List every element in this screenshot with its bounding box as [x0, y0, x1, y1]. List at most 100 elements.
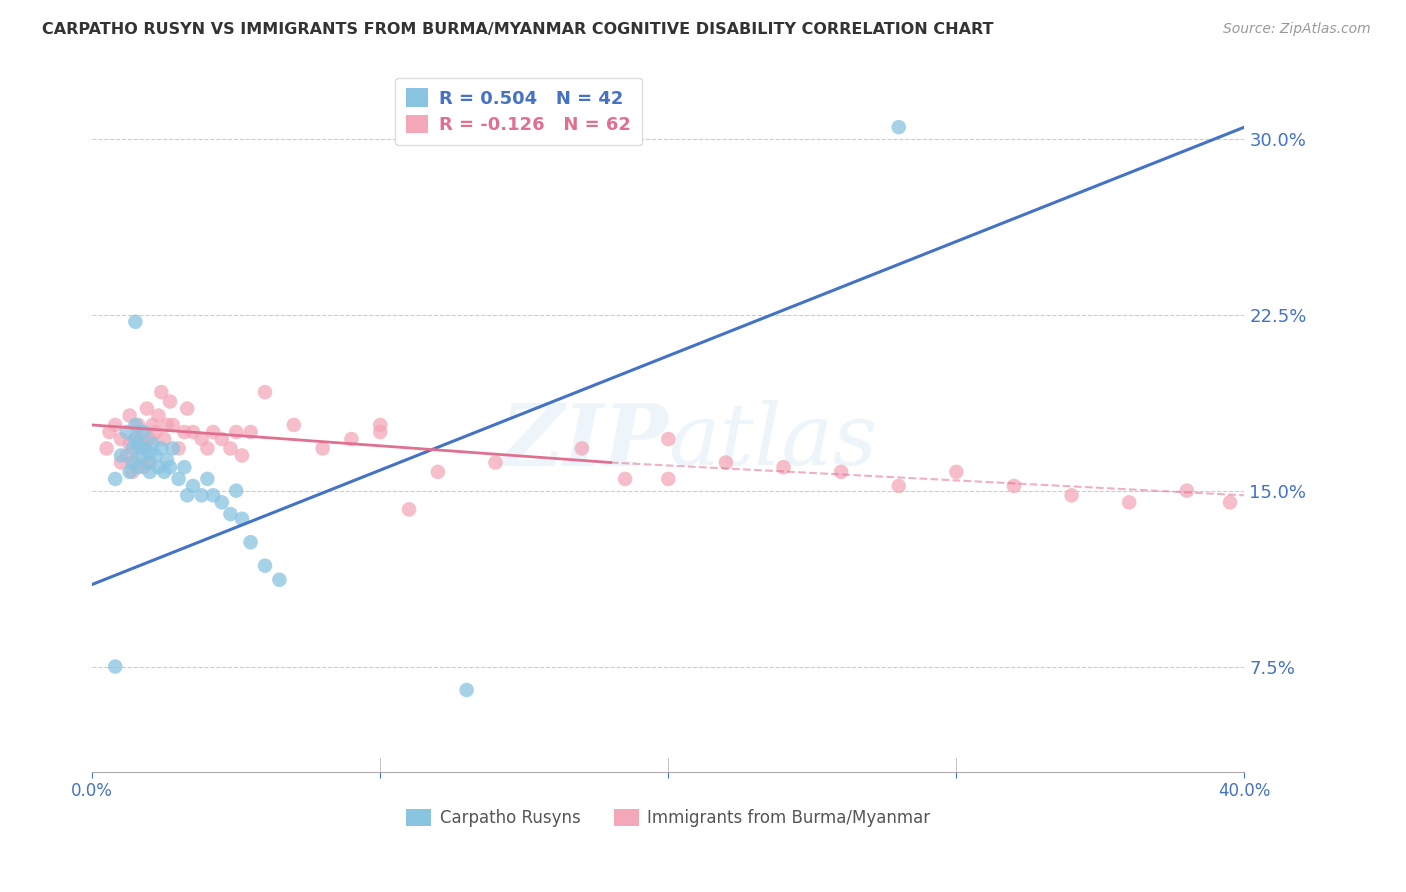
Point	[253, 385, 276, 400]
Point	[104, 472, 127, 486]
Point	[124, 455, 146, 469]
Point	[253, 558, 276, 573]
Text: CARPATHO RUSYN VS IMMIGRANTS FROM BURMA/MYANMAR COGNITIVE DISABILITY CORRELATION: CARPATHO RUSYN VS IMMIGRANTS FROM BURMA/…	[42, 22, 994, 37]
Point	[167, 442, 190, 456]
Text: Source: ZipAtlas.com: Source: ZipAtlas.com	[1223, 22, 1371, 37]
Point	[484, 455, 506, 469]
Point	[1219, 495, 1241, 509]
Point	[173, 425, 195, 439]
Point	[202, 425, 225, 439]
Point	[118, 465, 141, 479]
Point	[124, 432, 146, 446]
Point	[311, 442, 333, 456]
Point	[202, 488, 225, 502]
Point	[153, 465, 176, 479]
Point	[219, 507, 242, 521]
Point	[1060, 488, 1083, 502]
Point	[142, 417, 165, 432]
Point	[145, 449, 167, 463]
Point	[132, 460, 155, 475]
Point	[132, 436, 155, 450]
Point	[153, 432, 176, 446]
Point	[118, 409, 141, 423]
Point	[176, 401, 198, 416]
Point	[231, 512, 253, 526]
Point	[115, 425, 138, 439]
Point	[159, 394, 181, 409]
Point	[132, 442, 155, 456]
Point	[231, 449, 253, 463]
Point	[110, 432, 132, 446]
Point	[571, 442, 593, 456]
Point	[239, 425, 262, 439]
Point	[269, 573, 291, 587]
Point	[945, 465, 967, 479]
Point	[197, 472, 219, 486]
Point	[211, 432, 233, 446]
Point	[426, 465, 449, 479]
Text: atlas: atlas	[668, 400, 877, 483]
Point	[121, 455, 143, 469]
Point	[181, 479, 204, 493]
Point	[127, 442, 149, 456]
Point	[135, 455, 157, 469]
Point	[368, 417, 391, 432]
Point	[124, 417, 146, 432]
Point	[173, 460, 195, 475]
Point	[772, 460, 794, 475]
Point	[148, 460, 170, 475]
Text: ZIP: ZIP	[501, 400, 668, 483]
Point	[121, 442, 143, 456]
Point	[190, 432, 212, 446]
Point	[115, 449, 138, 463]
Point	[657, 472, 679, 486]
Point	[148, 409, 170, 423]
Point	[1175, 483, 1198, 498]
Point	[96, 442, 118, 456]
Point	[150, 385, 173, 400]
Point	[145, 425, 167, 439]
Point	[139, 455, 162, 469]
Point	[176, 488, 198, 502]
Point	[156, 417, 179, 432]
Point	[127, 436, 149, 450]
Point	[129, 425, 152, 439]
Point	[124, 432, 146, 446]
Point	[219, 442, 242, 456]
Point	[398, 502, 420, 516]
Point	[181, 425, 204, 439]
Point	[211, 495, 233, 509]
Point	[162, 442, 184, 456]
Point	[714, 455, 737, 469]
Point	[135, 401, 157, 416]
Point	[150, 442, 173, 456]
Point	[830, 465, 852, 479]
Point	[887, 479, 910, 493]
Point	[139, 432, 162, 446]
Point	[340, 432, 363, 446]
Point	[124, 315, 146, 329]
Point	[456, 683, 478, 698]
Point	[1118, 495, 1140, 509]
Legend: Carpatho Rusyns, Immigrants from Burma/Myanmar: Carpatho Rusyns, Immigrants from Burma/M…	[399, 803, 936, 834]
Point	[283, 417, 305, 432]
Point	[1002, 479, 1025, 493]
Point	[156, 453, 179, 467]
Point	[121, 465, 143, 479]
Point	[132, 425, 155, 439]
Point	[118, 436, 141, 450]
Point	[104, 417, 127, 432]
Point	[225, 483, 247, 498]
Point	[110, 449, 132, 463]
Point	[614, 472, 637, 486]
Point	[239, 535, 262, 549]
Point	[887, 120, 910, 135]
Point	[104, 659, 127, 673]
Point	[142, 436, 165, 450]
Point	[190, 488, 212, 502]
Point	[159, 460, 181, 475]
Point	[225, 425, 247, 439]
Point	[98, 425, 121, 439]
Point	[129, 449, 152, 463]
Point	[368, 425, 391, 439]
